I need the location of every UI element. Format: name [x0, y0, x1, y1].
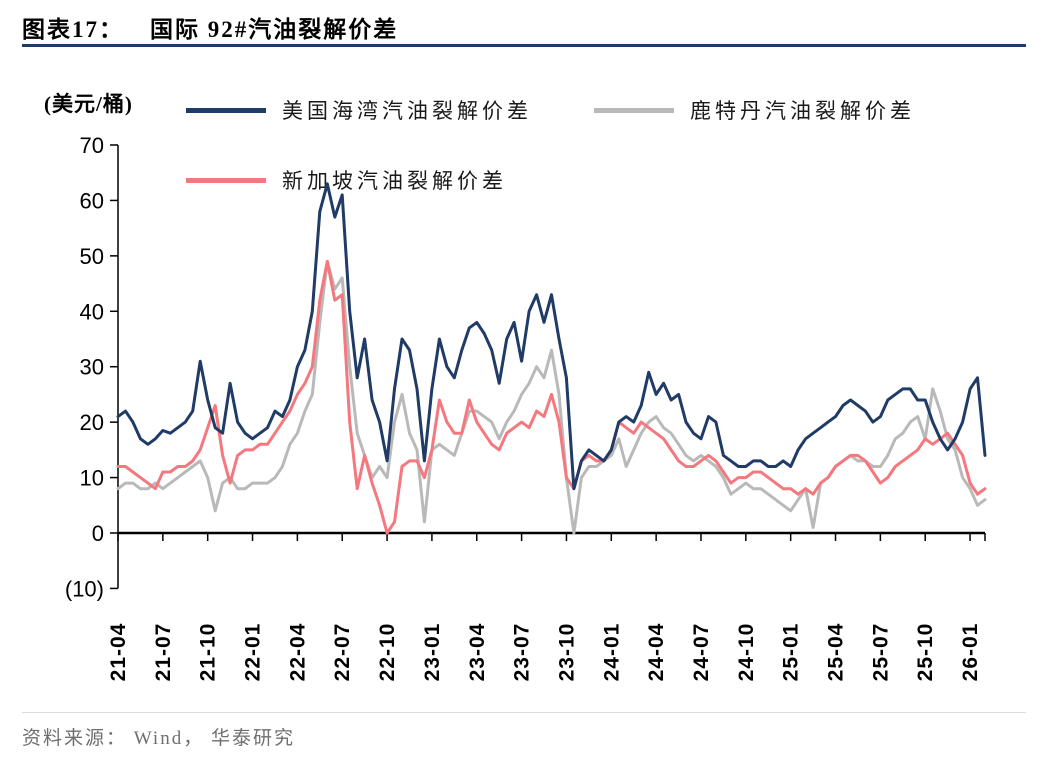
legend-line-singapore: [186, 177, 266, 183]
svg-text:20: 20: [80, 410, 104, 435]
svg-text:21-07: 21-07: [152, 623, 175, 682]
chart-title-text: 国际 92#汽油裂解价差: [150, 17, 399, 42]
svg-text:60: 60: [80, 188, 104, 213]
svg-text:23-01: 23-01: [421, 623, 444, 682]
svg-text:23-04: 23-04: [466, 623, 489, 682]
svg-text:23-07: 23-07: [511, 623, 534, 682]
svg-text:(10): (10): [65, 576, 104, 601]
svg-text:25-04: 25-04: [825, 623, 848, 682]
svg-text:22-07: 22-07: [331, 623, 354, 682]
svg-text:24-10: 24-10: [735, 623, 758, 682]
svg-text:23-10: 23-10: [555, 623, 578, 682]
chart-title: 图表17： 国际 92#汽油裂解价差: [22, 10, 398, 44]
svg-text:70: 70: [80, 133, 104, 158]
chart-number: 图表17：: [22, 17, 124, 42]
svg-text:0: 0: [92, 521, 104, 546]
legend-label-us-gulf: 美国海湾汽油裂解价差: [282, 99, 532, 123]
svg-text:26-01: 26-01: [959, 623, 982, 682]
svg-text:22-01: 22-01: [242, 623, 265, 682]
y-axis-unit-label: (美元/桶): [44, 92, 133, 116]
svg-text:50: 50: [80, 244, 104, 269]
legend-line-us-gulf: [186, 107, 266, 113]
legend-item-singapore: 新加坡汽油裂解价差: [186, 168, 507, 193]
svg-text:10: 10: [80, 466, 104, 491]
svg-text:22-04: 22-04: [286, 623, 309, 682]
svg-text:24-01: 24-01: [600, 623, 623, 682]
svg-text:24-04: 24-04: [645, 623, 668, 682]
title-underline: [22, 44, 1026, 47]
svg-text:21-04: 21-04: [107, 623, 130, 682]
svg-text:25-10: 25-10: [914, 623, 937, 682]
svg-text:25-07: 25-07: [869, 623, 892, 682]
legend-line-rotterdam: [594, 107, 674, 113]
svg-text:30: 30: [80, 355, 104, 380]
legend-label-singapore: 新加坡汽油裂解价差: [282, 169, 507, 193]
svg-text:22-10: 22-10: [376, 623, 399, 682]
legend-item-rotterdam: 鹿特丹汽油裂解价差: [594, 98, 915, 123]
legend-label-rotterdam: 鹿特丹汽油裂解价差: [690, 99, 915, 123]
svg-text:21-10: 21-10: [197, 623, 220, 682]
svg-text:40: 40: [80, 299, 104, 324]
source-note: 资料来源： Wind， 华泰研究: [22, 712, 1026, 750]
legend-item-us-gulf: 美国海湾汽油裂解价差: [186, 98, 532, 123]
svg-text:25-01: 25-01: [780, 623, 803, 682]
svg-text:24-07: 24-07: [690, 623, 713, 682]
